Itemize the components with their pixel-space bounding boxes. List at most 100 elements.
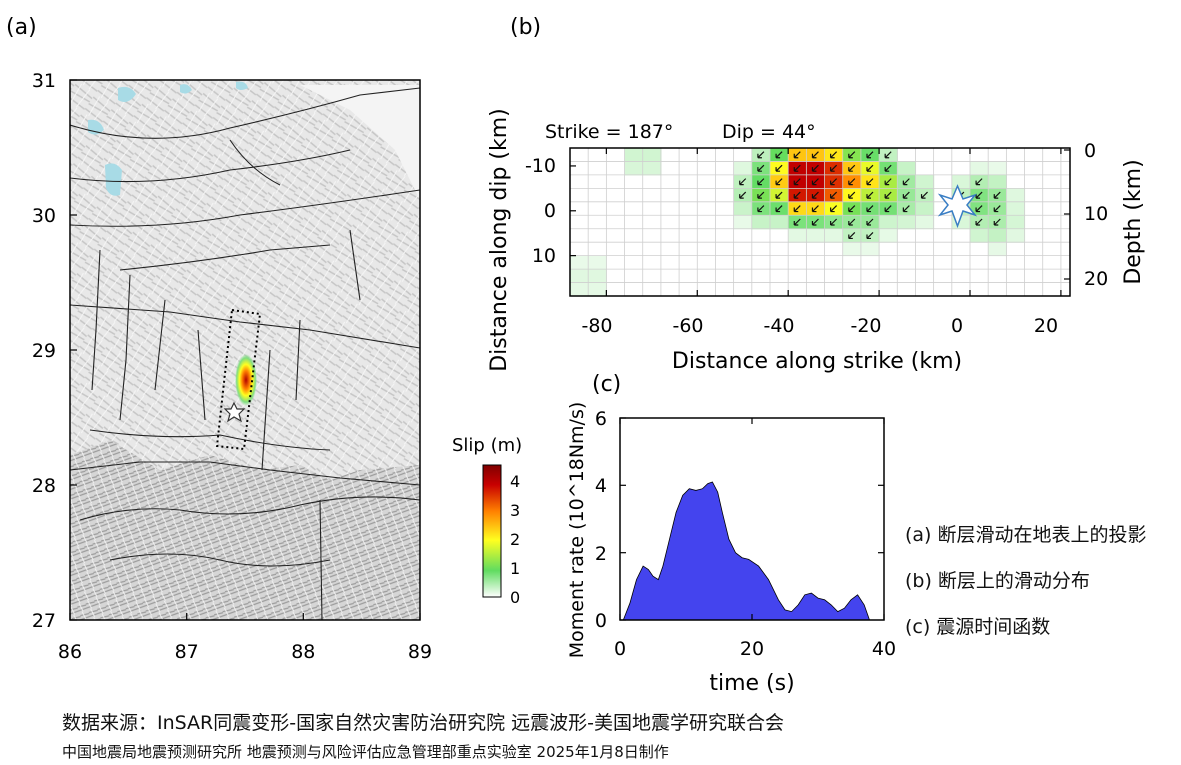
stf-xtick: 20 bbox=[740, 638, 764, 660]
slip-arrow bbox=[866, 164, 874, 172]
slip-cell bbox=[1006, 188, 1026, 203]
fault-ytick: -10 bbox=[525, 155, 556, 177]
fault-ylabel: Distance along dip (km) bbox=[487, 108, 512, 372]
map-ytick: 28 bbox=[32, 475, 56, 497]
slip-arrow bbox=[866, 191, 874, 199]
fault-panel: Strike = 187° Dip = 44° -80 -60 -40 -20 … bbox=[487, 108, 1146, 374]
slip-arrow bbox=[848, 178, 856, 186]
slip-arrow bbox=[775, 178, 783, 186]
slip-arrow bbox=[848, 218, 856, 226]
slip-cell bbox=[970, 228, 989, 243]
slip-cell bbox=[624, 148, 644, 163]
stf-ytick: 4 bbox=[595, 475, 607, 497]
slip-arrow bbox=[975, 178, 983, 186]
slip-arrow bbox=[775, 164, 783, 172]
slip-cell bbox=[842, 242, 862, 257]
slip-arrow bbox=[811, 151, 819, 159]
stf-xtick: 0 bbox=[614, 638, 626, 660]
stf-xtick: 40 bbox=[872, 638, 896, 660]
slip-arrow bbox=[757, 178, 765, 186]
colorbar-tick: 2 bbox=[510, 530, 520, 549]
source-line-2: 中国地震局地震预测研究所 地震预测与风险评估应急管理部重点实验室 2025年1月… bbox=[62, 743, 669, 761]
slip-arrow bbox=[884, 191, 892, 199]
slip-arrow bbox=[848, 205, 856, 213]
lake-shape bbox=[180, 84, 192, 94]
slip-arrow bbox=[757, 205, 765, 213]
panel-label-b: (b) bbox=[510, 15, 541, 40]
slip-arrow bbox=[884, 151, 892, 159]
slip-arrow bbox=[793, 178, 801, 186]
slip-cell bbox=[751, 215, 771, 230]
slip-cell bbox=[588, 269, 607, 284]
slip-arrow bbox=[811, 164, 819, 172]
slip-arrow bbox=[793, 191, 801, 199]
slip-cell bbox=[1006, 228, 1026, 243]
slip-arrow bbox=[775, 205, 783, 213]
fault-xlabel: Distance along strike (km) bbox=[672, 349, 962, 374]
dip-label: Dip = 44° bbox=[722, 121, 816, 143]
map-xtick: 89 bbox=[408, 641, 432, 663]
slip-arrow bbox=[830, 218, 838, 226]
map-ytick: 27 bbox=[32, 610, 56, 632]
slip-cell bbox=[915, 215, 935, 230]
slip-cell bbox=[970, 161, 989, 176]
colorbar-tick: 0 bbox=[510, 588, 520, 607]
slip-arrow bbox=[884, 164, 892, 172]
slip-arrow bbox=[775, 151, 783, 159]
depth-tick: 0 bbox=[1084, 140, 1096, 162]
slip-arrow bbox=[848, 151, 856, 159]
slip-arrow bbox=[848, 164, 856, 172]
slip-cell bbox=[624, 161, 644, 176]
map-ytick: 31 bbox=[32, 70, 56, 92]
note-a: (a) 断层滑动在地表上的投影 bbox=[905, 524, 1147, 546]
lake-shape bbox=[236, 81, 248, 90]
stf-panel: 0 20 40 0 2 4 6 time (s) Moment rate (10… bbox=[566, 402, 896, 696]
slip-projection bbox=[235, 354, 257, 406]
slip-cell bbox=[879, 228, 898, 243]
map-xtick: 88 bbox=[291, 641, 315, 663]
slip-cell bbox=[1006, 201, 1026, 216]
slip-cell bbox=[897, 161, 917, 176]
slip-cell bbox=[988, 161, 1007, 176]
slip-arrow bbox=[811, 178, 819, 186]
slip-arrow bbox=[866, 178, 874, 186]
slip-arrow bbox=[757, 151, 765, 159]
slip-arrow bbox=[830, 205, 838, 213]
stf-ytick: 2 bbox=[595, 543, 607, 565]
slip-cell bbox=[642, 161, 662, 176]
slip-arrow bbox=[793, 164, 801, 172]
map-ytick: 29 bbox=[32, 340, 56, 362]
slip-arrow bbox=[830, 178, 838, 186]
slip-arrow bbox=[848, 232, 856, 240]
slip-arrow bbox=[993, 205, 1001, 213]
slip-arrow bbox=[975, 218, 983, 226]
panel-notes: (a) 断层滑动在地表上的投影 (b) 断层上的滑动分布 (c) 震源时间函数 bbox=[905, 512, 1147, 650]
slip-cell bbox=[988, 228, 1007, 243]
slip-cell bbox=[788, 228, 807, 243]
lake-shape bbox=[105, 163, 122, 196]
slip-arrow bbox=[902, 191, 910, 199]
stf-ytick: 6 bbox=[595, 408, 607, 430]
map-ytick: 30 bbox=[32, 205, 56, 227]
slip-arrow bbox=[775, 191, 783, 199]
slip-cell bbox=[915, 174, 935, 189]
slip-cell bbox=[951, 174, 971, 189]
map-star-icon bbox=[223, 401, 246, 423]
slip-arrow bbox=[811, 218, 819, 226]
slip-arrow bbox=[884, 205, 892, 213]
colorbar: Slip (m) 4 3 2 1 0 bbox=[452, 435, 522, 607]
slip-arrow bbox=[866, 218, 874, 226]
fault-xtick: -20 bbox=[850, 315, 881, 337]
slip-arrow bbox=[848, 191, 856, 199]
slip-cell bbox=[915, 201, 935, 216]
slip-arrow bbox=[757, 191, 765, 199]
slip-arrow bbox=[902, 178, 910, 186]
depth-tick: 20 bbox=[1084, 268, 1108, 290]
slip-cell bbox=[570, 269, 589, 284]
fault-ytick: 0 bbox=[544, 200, 556, 222]
slip-arrow bbox=[793, 205, 801, 213]
slip-cell bbox=[570, 255, 589, 270]
slip-arrow bbox=[739, 178, 747, 186]
map-panel: 86 87 88 89 31 30 29 28 27 bbox=[32, 70, 432, 663]
colorbar-tick: 1 bbox=[510, 559, 520, 578]
